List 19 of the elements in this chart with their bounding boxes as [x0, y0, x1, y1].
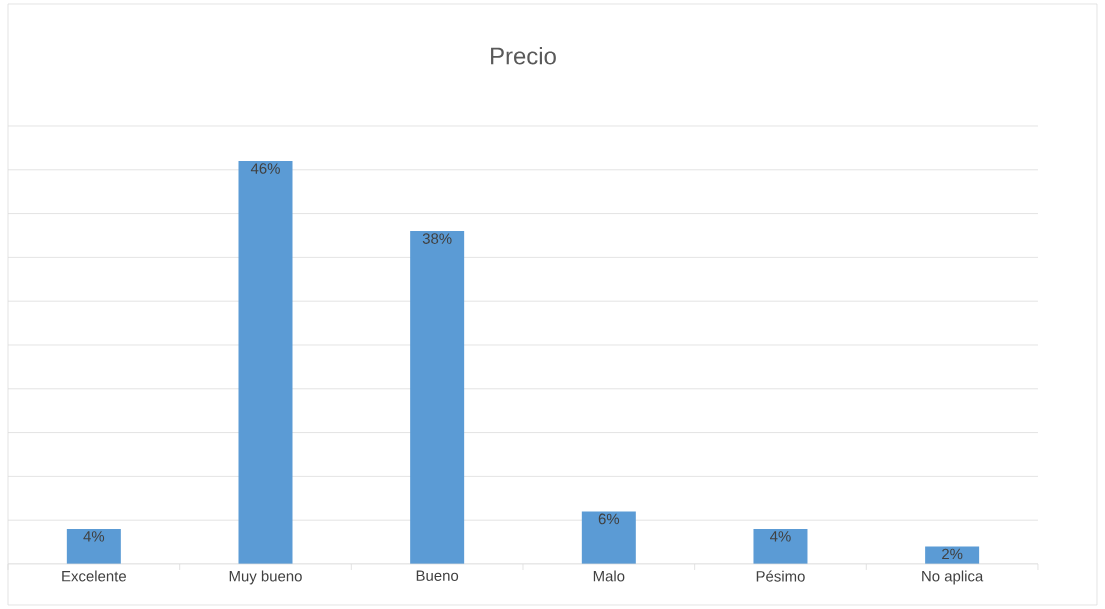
bar [410, 231, 465, 564]
x-tick-label: Muy bueno [229, 570, 302, 585]
x-tick-label: Excelente [62, 570, 126, 582]
x-tick-label: Malo [593, 570, 625, 582]
data-label: 6% [598, 513, 620, 525]
bar [238, 161, 293, 564]
data-label: 4% [770, 531, 791, 542]
data-label: 46% [250, 163, 280, 174]
x-tick-label: Pésimo [756, 570, 805, 582]
bar [581, 511, 636, 564]
bar [66, 528, 121, 564]
data-label: 4% [83, 531, 105, 542]
bar [925, 546, 980, 564]
x-tick-label: No aplica [922, 570, 984, 585]
chart-title: Precio [491, 46, 556, 65]
data-label: 38% [422, 233, 452, 244]
data-label: 2% [942, 548, 963, 560]
x-tick-label: Bueno [416, 570, 459, 581]
bar [753, 528, 808, 564]
